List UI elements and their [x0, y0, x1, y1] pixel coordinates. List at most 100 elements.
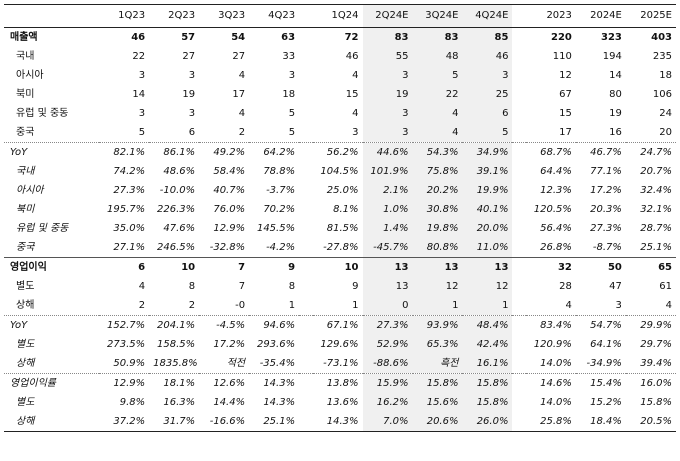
column-gap	[299, 238, 312, 258]
column-header: 4Q23	[249, 4, 300, 28]
table-row: 상해 37.2% 31.7% -16.6% 25.1% 14.3% 7.0% 20.6% 26.…	[4, 412, 676, 432]
table-row: 국내 74.2% 48.6% 58.4% 78.8% 104.5% 101.9% 75.8% 3…	[4, 162, 676, 181]
table-cell: 403	[625, 27, 676, 47]
column-gap	[299, 85, 312, 104]
table-cell: 28	[559, 281, 572, 292]
table-cell: 46	[462, 47, 513, 66]
column-gap	[299, 104, 312, 123]
column-gap	[512, 4, 526, 28]
table-row: 국내 22 27 27 33 46 55 48 46 110 194 235	[4, 47, 676, 66]
table-cell: 83	[412, 27, 463, 47]
table-cell: 2	[138, 300, 146, 311]
column-gap	[512, 335, 525, 354]
table-cell: -4.5%	[199, 315, 250, 335]
column-gap	[512, 47, 525, 66]
table-cell: 65	[625, 257, 676, 277]
table-cell: 20.5%	[625, 412, 676, 432]
table-cell: 129.6%	[320, 339, 359, 350]
table-cell: 18.1%	[149, 373, 200, 393]
table-cell: 2.1%	[362, 181, 413, 200]
table-cell: 6	[462, 104, 513, 123]
table-cell: 273.5%	[107, 339, 146, 350]
row-label: 상해	[16, 358, 35, 369]
table-cell: 20.2%	[412, 181, 463, 200]
table-cell: 24.7%	[625, 142, 676, 162]
table-cell: 4	[412, 104, 463, 123]
table-cell: 46.7%	[575, 142, 626, 162]
table-row: 중국 5 6 2 5 3 3 4 5 17 16 20	[4, 123, 676, 143]
table-cell: 54.3%	[412, 142, 463, 162]
column-gap	[512, 277, 525, 296]
table-cell: 11.0%	[462, 238, 513, 258]
table-cell: 44.6%	[362, 142, 413, 162]
column-gap	[299, 393, 312, 412]
table-cell: 13.8%	[312, 373, 363, 393]
table-cell: 14.3%	[249, 373, 300, 393]
table-cell: 77.1%	[590, 166, 622, 177]
table-cell: -32.8%	[209, 242, 246, 253]
table-cell: 48.4%	[462, 315, 513, 335]
table-cell: 14.3%	[312, 412, 363, 432]
table-cell: 6	[188, 127, 196, 138]
row-label: 상해	[4, 412, 100, 432]
table-cell: 14	[609, 70, 622, 81]
table-cell: 16	[609, 127, 622, 138]
table-cell: 2	[238, 127, 246, 138]
table-cell: 27	[182, 51, 196, 62]
column-gap	[299, 4, 313, 28]
table-cell: 20	[659, 127, 672, 138]
table-cell: 204.1%	[149, 315, 200, 335]
table-cell: 68.7%	[525, 142, 576, 162]
table-cell: 75.8%	[412, 162, 463, 181]
table-cell: 94.6%	[249, 315, 300, 335]
column-gap	[299, 47, 312, 66]
table-cell: 101.9%	[362, 162, 413, 181]
table-cell: 80.8%	[412, 238, 463, 258]
table-cell: 220	[525, 27, 576, 47]
table-cell: 1835.8%	[153, 358, 198, 369]
table-cell: 15.8%	[462, 393, 513, 412]
table-cell: 67	[559, 89, 572, 100]
table-cell: 152.7%	[99, 315, 150, 335]
column-gap	[299, 335, 312, 354]
table-cell: 194	[602, 51, 622, 62]
row-label: 별도	[16, 397, 35, 408]
table-cell: 13	[362, 277, 413, 296]
table-cell: 3	[462, 66, 513, 85]
table-cell: 29.9%	[625, 315, 676, 335]
table-cell: 235	[652, 51, 672, 62]
table-cell: 10	[149, 257, 200, 277]
table-cell: 7	[238, 281, 246, 292]
table-cell: 12.9%	[99, 373, 150, 393]
table-row: 상해 50.9% 1835.8% 적전 -35.4% -73.1% -88.6% 흑전 16.1…	[4, 354, 676, 374]
table-cell: 15.8%	[640, 397, 672, 408]
table-cell: 32	[525, 257, 576, 277]
table-cell: 31.7%	[149, 412, 200, 432]
table-cell: 1	[352, 300, 359, 311]
table-row: 북미 195.7% 226.3% 76.0% 70.2% 8.1% 1.0% 30.8% 40.…	[4, 200, 676, 219]
table-cell: 4	[665, 300, 672, 311]
table-cell: 4	[352, 108, 359, 119]
table-cell: 12.6%	[199, 373, 250, 393]
column-gap	[512, 219, 525, 238]
table-cell: 74.2%	[113, 166, 146, 177]
table-row: 유럽 및 중동 35.0% 47.6% 12.9% 145.5% 81.5% 1.4% 19.…	[4, 219, 676, 238]
table-cell: 16.2%	[362, 393, 413, 412]
table-cell: 47.6%	[163, 223, 196, 234]
table-cell: 19	[609, 108, 622, 119]
header-corner	[4, 4, 100, 28]
column-header: 2Q23	[149, 4, 200, 28]
table-cell: -27.8%	[323, 242, 359, 253]
column-header: 3Q23	[199, 4, 250, 28]
column-gap	[512, 123, 525, 143]
table-cell: 5	[412, 66, 463, 85]
table-cell: 64.4%	[540, 166, 572, 177]
table-cell: 12.3%	[540, 185, 572, 196]
column-header: 2024E	[575, 4, 626, 28]
table-row: 영업이익률 12.9% 18.1% 12.6% 14.3% 13.8% 15.9% 15.8%…	[4, 373, 676, 393]
table-cell: 78.8%	[263, 166, 296, 177]
row-label: 영업이익	[4, 257, 100, 277]
column-gap	[299, 315, 313, 335]
table-cell: 12.9%	[213, 223, 246, 234]
table-cell: 27.3%	[590, 223, 622, 234]
